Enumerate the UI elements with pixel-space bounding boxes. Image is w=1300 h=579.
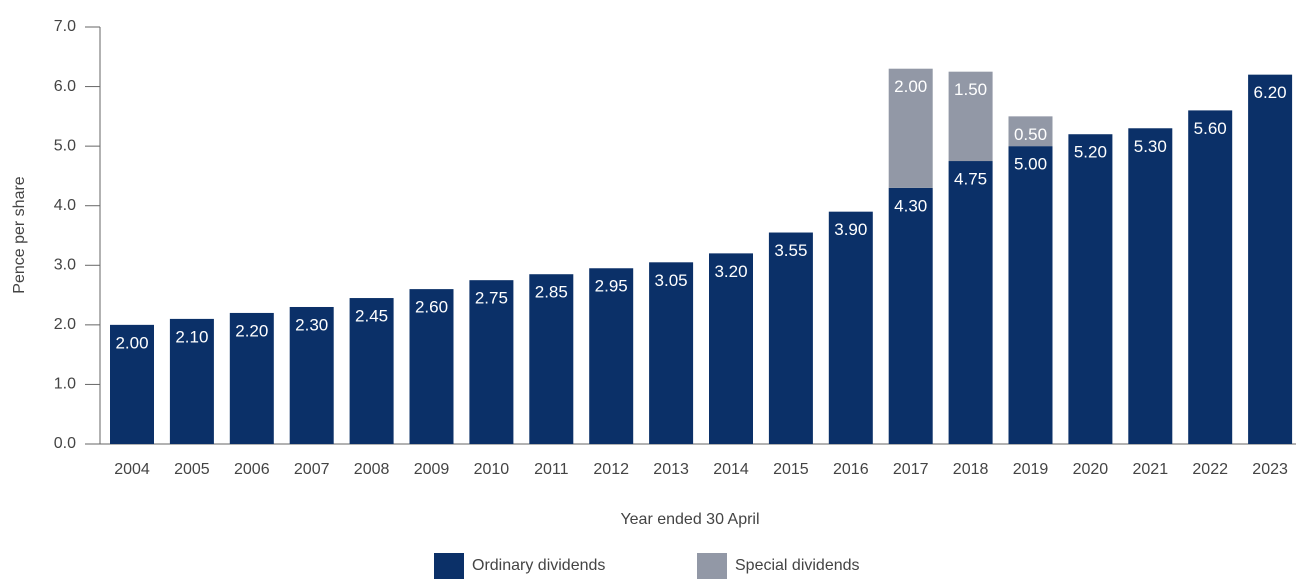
value-label: 5.60 (1194, 119, 1227, 138)
value-label: 5.30 (1134, 137, 1167, 156)
bar-segment (768, 232, 813, 444)
x-tick-label: 2014 (713, 461, 749, 478)
value-label: 5.20 (1074, 143, 1107, 162)
x-tick-label: 2010 (474, 461, 510, 478)
bar-segment (469, 280, 514, 444)
value-label: 4.30 (894, 196, 927, 215)
x-tick-label: 2008 (354, 461, 390, 478)
value-label: 6.20 (1254, 83, 1287, 102)
y-tick-label: 0.0 (54, 435, 76, 452)
value-label: 1.50 (954, 80, 987, 99)
bar-segment (709, 253, 753, 444)
value-label: 2.85 (535, 283, 568, 302)
x-tick-label: 2009 (414, 461, 450, 478)
x-tick-label: 2022 (1192, 461, 1228, 478)
y-tick-label: 3.0 (54, 257, 76, 274)
x-axis-label: Year ended 30 April (620, 511, 759, 528)
value-label: 3.55 (774, 241, 807, 260)
bar-segment (828, 211, 873, 444)
value-label: 2.10 (175, 327, 208, 346)
x-tick-label: 2013 (653, 461, 689, 478)
x-tick-label: 2015 (773, 461, 809, 478)
bar-segment (948, 161, 993, 445)
y-tick-label: 2.0 (54, 316, 76, 333)
legend-label: Special dividends (735, 557, 860, 574)
bar-segment (1128, 128, 1173, 444)
y-tick-label: 7.0 (54, 18, 76, 35)
value-label: 4.75 (954, 170, 987, 189)
bar-segment (529, 274, 574, 444)
bar-segment (349, 298, 394, 444)
bar-segment (289, 306, 334, 444)
y-axis-label: Pence per share (11, 176, 28, 294)
bar-segment (888, 68, 933, 188)
x-tick-label: 2006 (234, 461, 270, 478)
x-tick-label: 2016 (833, 461, 869, 478)
value-label: 0.50 (1014, 125, 1047, 144)
bar-segment (1068, 134, 1113, 444)
value-label: 3.90 (834, 220, 867, 239)
bar-segment (1248, 74, 1293, 445)
x-tick-label: 2018 (953, 461, 989, 478)
y-tick-label: 5.0 (54, 137, 76, 154)
bar-segment (110, 324, 154, 444)
x-tick-label: 2023 (1252, 461, 1288, 478)
value-label: 3.20 (714, 262, 747, 281)
bar-segment (169, 318, 214, 444)
x-tick-label: 2019 (1013, 461, 1049, 478)
y-tick-label: 6.0 (54, 78, 76, 95)
legend-swatch (697, 553, 727, 579)
value-label: 2.00 (894, 77, 927, 96)
value-label: 2.20 (235, 321, 268, 340)
x-tick-label: 2021 (1133, 461, 1169, 478)
legend-label: Ordinary dividends (472, 557, 605, 574)
value-label: 3.05 (655, 271, 688, 290)
y-tick-label: 1.0 (54, 376, 76, 393)
bar-segment (1008, 146, 1053, 444)
bar-segment (888, 187, 933, 445)
x-tick-label: 2017 (893, 461, 929, 478)
x-tick-label: 2012 (593, 461, 629, 478)
value-label: 2.00 (115, 333, 148, 352)
x-tick-label: 2007 (294, 461, 330, 478)
bar-segment (589, 268, 634, 444)
value-label: 5.00 (1014, 155, 1047, 174)
value-label: 2.60 (415, 298, 448, 317)
x-tick-label: 2020 (1073, 461, 1109, 478)
y-tick-label: 4.0 (54, 197, 76, 214)
value-label: 2.45 (355, 307, 388, 326)
x-tick-label: 2005 (174, 461, 210, 478)
bar-segment (948, 71, 993, 162)
bar-segment (649, 262, 694, 444)
bar-segment (229, 312, 274, 444)
bar-segment (1188, 110, 1233, 445)
x-tick-label: 2011 (534, 461, 569, 478)
bar-segment (1008, 116, 1053, 147)
x-tick-label: 2004 (114, 461, 150, 478)
bar-segment (409, 289, 454, 444)
value-label: 2.30 (295, 315, 328, 334)
legend-swatch (434, 553, 464, 579)
value-label: 2.75 (475, 289, 508, 308)
value-label: 2.95 (595, 277, 628, 296)
